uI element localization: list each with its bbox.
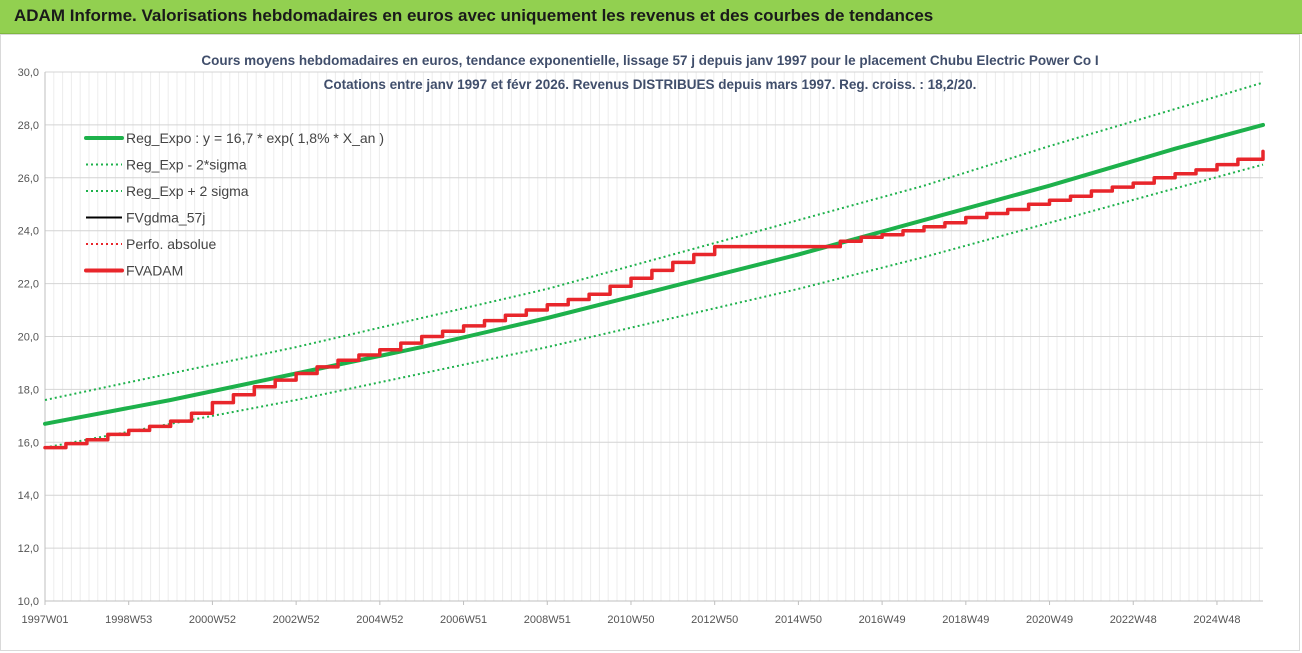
- x-tick-label: 2024W48: [1193, 614, 1240, 626]
- report-banner: ADAM Informe. Valorisations hebdomadaire…: [0, 0, 1302, 34]
- x-tick-label: 2012W50: [691, 614, 738, 626]
- y-tick-label: 14,0: [18, 490, 39, 502]
- y-tick-label: 10,0: [18, 596, 39, 608]
- x-tick-label: 2008W51: [524, 614, 571, 626]
- series-line-5: [43, 149, 1265, 450]
- x-tick-label: 2020W49: [1026, 614, 1073, 626]
- legend-label: Reg_Exp + 2 sigma: [126, 183, 249, 199]
- chart-title: Cours moyens hebdomadaires en euros, ten…: [201, 53, 1098, 68]
- y-tick-label: 26,0: [18, 173, 39, 185]
- y-tick-label: 16,0: [18, 437, 39, 449]
- report-title: ADAM Informe. Valorisations hebdomadaire…: [14, 6, 934, 25]
- legend-label: Perfo. absolue: [126, 236, 216, 252]
- x-tick-label: 2018W49: [942, 614, 989, 626]
- x-tick-label: 2014W50: [775, 614, 822, 626]
- x-tick-label: 2000W52: [189, 614, 236, 626]
- x-tick-label: 1997W01: [21, 614, 68, 626]
- x-tick-label: 1998W53: [105, 614, 152, 626]
- y-tick-label: 18,0: [18, 384, 39, 396]
- y-tick-label: 22,0: [18, 279, 39, 291]
- series-line-2: [44, 81, 1264, 401]
- y-tick-label: 24,0: [18, 226, 39, 238]
- y-tick-label: 28,0: [18, 120, 39, 132]
- series-line-0: [43, 122, 1265, 426]
- y-tick-label: 12,0: [18, 543, 39, 555]
- legend-label: FVADAM: [126, 263, 183, 279]
- series-line-1: [44, 163, 1264, 449]
- x-tick-label: 2004W52: [356, 614, 403, 626]
- x-tick-label: 2016W49: [859, 614, 906, 626]
- axis-layer: 10,0 12,0 14,0 16,0 18,0 20,0 22,0 24,0 26,0 28,0…: [18, 67, 1263, 626]
- x-tick-label: 2010W50: [607, 614, 654, 626]
- legend-label: Reg_Expo : y = 16,7 * exp( 1,8% * X_an ): [126, 130, 384, 146]
- chart: 10,0 12,0 14,0 16,0 18,0 20,0 22,0 24,0 26,0 28,0…: [18, 53, 1265, 626]
- y-tick-label: 20,0: [18, 332, 39, 344]
- legend-label: FVgdma_57j: [126, 210, 205, 226]
- x-tick-label: 2006W51: [440, 614, 487, 626]
- grid-layer: [44, 71, 1263, 602]
- x-tick-label: 2022W48: [1110, 614, 1157, 626]
- x-tick-label: 2002W52: [273, 614, 320, 626]
- series-layer: [43, 81, 1265, 450]
- y-tick-label: 30,0: [18, 67, 39, 79]
- legend-label: Reg_Exp - 2*sigma: [126, 157, 247, 173]
- legend: Reg_Expo : y = 16,7 * exp( 1,8% * X_an )…: [84, 130, 384, 279]
- chart-subtitle: Cotations entre janv 1997 et févr 2026. …: [324, 77, 977, 92]
